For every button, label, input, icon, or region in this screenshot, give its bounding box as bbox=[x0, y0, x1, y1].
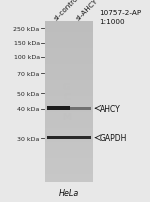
Bar bbox=[45, 139, 93, 142]
Bar bbox=[45, 33, 93, 36]
Bar bbox=[45, 97, 93, 99]
Bar bbox=[45, 145, 93, 147]
Text: O: O bbox=[63, 103, 70, 112]
Bar bbox=[45, 147, 93, 150]
Bar bbox=[45, 46, 93, 49]
Bar bbox=[45, 78, 93, 81]
Bar bbox=[45, 89, 93, 91]
Bar bbox=[45, 134, 93, 137]
Bar bbox=[45, 62, 93, 65]
Bar bbox=[45, 131, 93, 134]
Bar bbox=[45, 161, 93, 163]
Text: G: G bbox=[63, 72, 70, 81]
Text: M: M bbox=[62, 113, 71, 122]
Text: 70 kDa: 70 kDa bbox=[17, 71, 40, 76]
Bar bbox=[45, 75, 93, 78]
Bar bbox=[45, 70, 93, 73]
Text: 150 kDa: 150 kDa bbox=[14, 41, 40, 46]
Bar bbox=[45, 110, 93, 113]
Bar bbox=[45, 115, 93, 118]
Bar bbox=[45, 52, 93, 54]
Bar bbox=[45, 171, 93, 174]
Bar bbox=[45, 59, 93, 62]
Bar bbox=[45, 65, 93, 67]
Text: si-AHCY: si-AHCY bbox=[75, 0, 99, 21]
Text: W: W bbox=[62, 62, 72, 71]
Bar bbox=[45, 137, 93, 139]
Bar bbox=[45, 118, 93, 121]
Bar bbox=[45, 67, 93, 70]
Bar bbox=[45, 123, 93, 126]
Bar bbox=[45, 57, 93, 59]
Text: 30 kDa: 30 kDa bbox=[17, 136, 40, 141]
Bar bbox=[45, 73, 93, 75]
Bar bbox=[45, 41, 93, 43]
Bar bbox=[45, 22, 93, 25]
Text: GAPDH: GAPDH bbox=[100, 134, 127, 142]
Bar bbox=[45, 27, 93, 30]
Bar bbox=[70, 136, 91, 140]
Bar bbox=[45, 150, 93, 153]
Bar bbox=[45, 121, 93, 123]
Bar bbox=[45, 81, 93, 83]
Bar bbox=[45, 86, 93, 89]
Text: G: G bbox=[63, 82, 70, 91]
Bar bbox=[45, 177, 93, 179]
Text: 250 kDa: 250 kDa bbox=[14, 27, 40, 32]
Bar bbox=[45, 158, 93, 161]
Bar bbox=[45, 113, 93, 115]
Bar bbox=[45, 174, 93, 177]
Bar bbox=[45, 25, 93, 27]
Text: W: W bbox=[62, 52, 72, 61]
Bar bbox=[45, 83, 93, 86]
Bar bbox=[45, 94, 93, 97]
Bar bbox=[45, 49, 93, 52]
Text: HeLa: HeLa bbox=[59, 188, 79, 197]
Bar bbox=[45, 168, 93, 171]
Bar bbox=[45, 142, 93, 145]
Bar bbox=[45, 91, 93, 94]
Text: 100 kDa: 100 kDa bbox=[14, 55, 40, 60]
Bar bbox=[45, 38, 93, 41]
Text: 40 kDa: 40 kDa bbox=[17, 107, 40, 112]
Bar bbox=[45, 179, 93, 182]
Bar bbox=[45, 126, 93, 129]
Bar bbox=[46, 106, 70, 111]
Bar bbox=[45, 107, 93, 110]
Bar bbox=[46, 136, 70, 140]
Bar bbox=[45, 166, 93, 168]
Bar bbox=[45, 129, 93, 131]
Bar bbox=[45, 43, 93, 46]
Text: 10757-2-AP
1:1000: 10757-2-AP 1:1000 bbox=[99, 10, 141, 24]
Text: C: C bbox=[63, 93, 70, 101]
Text: si-control: si-control bbox=[53, 0, 81, 21]
Text: 50 kDa: 50 kDa bbox=[18, 92, 40, 96]
Bar bbox=[45, 155, 93, 158]
Bar bbox=[70, 108, 91, 110]
Bar bbox=[45, 54, 93, 57]
Bar bbox=[45, 36, 93, 38]
Bar bbox=[45, 102, 93, 105]
Bar bbox=[45, 30, 93, 33]
Bar bbox=[45, 99, 93, 102]
Bar bbox=[45, 153, 93, 155]
Bar bbox=[45, 105, 93, 107]
Bar bbox=[45, 163, 93, 166]
Text: AHCY: AHCY bbox=[100, 104, 120, 113]
